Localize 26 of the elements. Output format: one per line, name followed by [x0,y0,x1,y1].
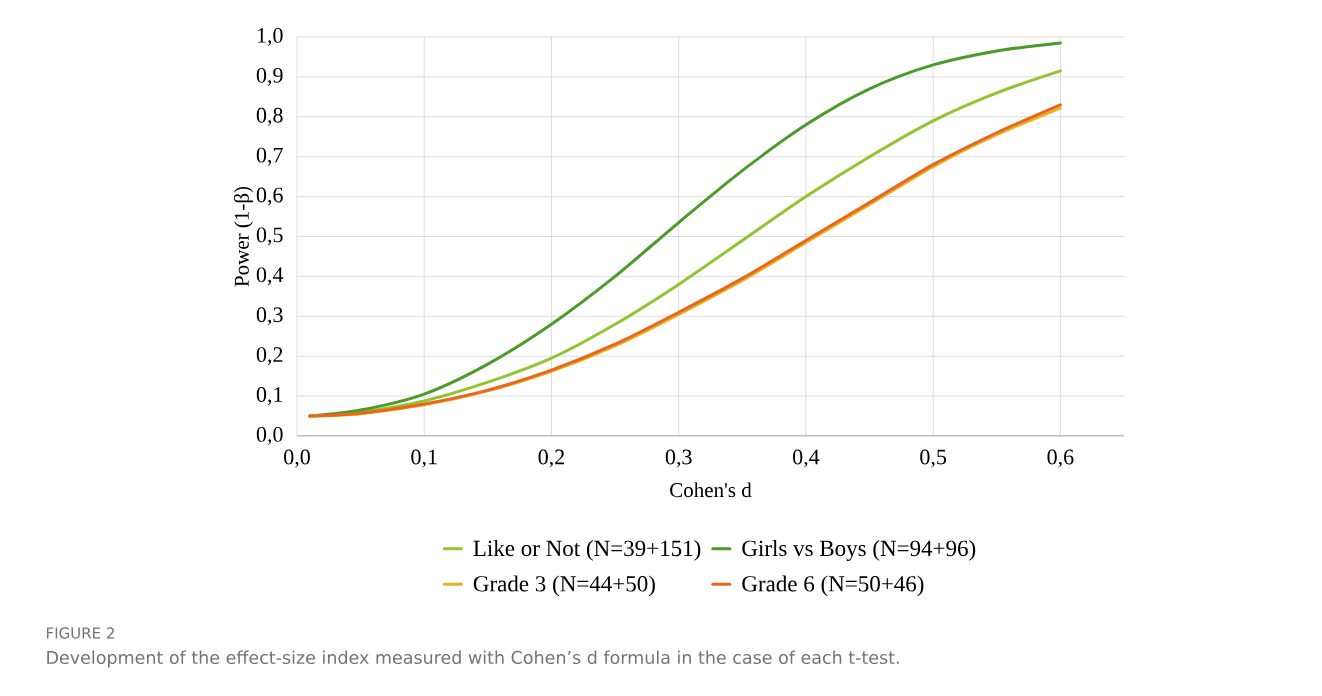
x-tick-label: 0,5 [920,449,947,468]
y-tick-label: 0,3 [256,307,283,326]
y-tick-label: 0,9 [256,67,283,86]
legend-label: Like or Not (N=39+151) [473,539,701,561]
caption: FIGURE 2 [47,627,114,639]
legend-label: Grade 6 (N=50+46) [742,575,924,597]
x-tick-label: 0,3 [665,449,692,468]
y-axis-title: Power (1-β) [233,186,254,287]
y-tick-label: 0,5 [256,227,283,246]
y-tick-label: 0,4 [256,267,284,286]
x-tick-label: 0,1 [411,449,437,468]
x-tick-label: 0,2 [538,449,564,468]
x-tick-label: 0,6 [1047,449,1074,468]
legend-label: Grade 3 (N=44+50) [473,575,655,597]
y-tick-label: 0,2 [256,347,283,366]
y-tick-label: 0,8 [256,107,283,126]
y-tick-label: 0,6 [256,187,283,206]
x-axis-title: Cohen's d [670,482,752,498]
x-tick-label: 0,4 [793,449,820,468]
y-tick-label: 0,0 [256,426,283,446]
y-tick-label: 0,1 [256,387,283,406]
y-tick-label: 0,7 [256,147,283,166]
text: Development of the effect-size index measured with Cohen’s d formula in the case of each t-test. [47,650,899,668]
x-tick-label: 0,0 [284,449,310,468]
y-tick-label: 1,0 [257,27,283,47]
legend-label: Girls vs Boys (N=94+96) [742,539,976,561]
